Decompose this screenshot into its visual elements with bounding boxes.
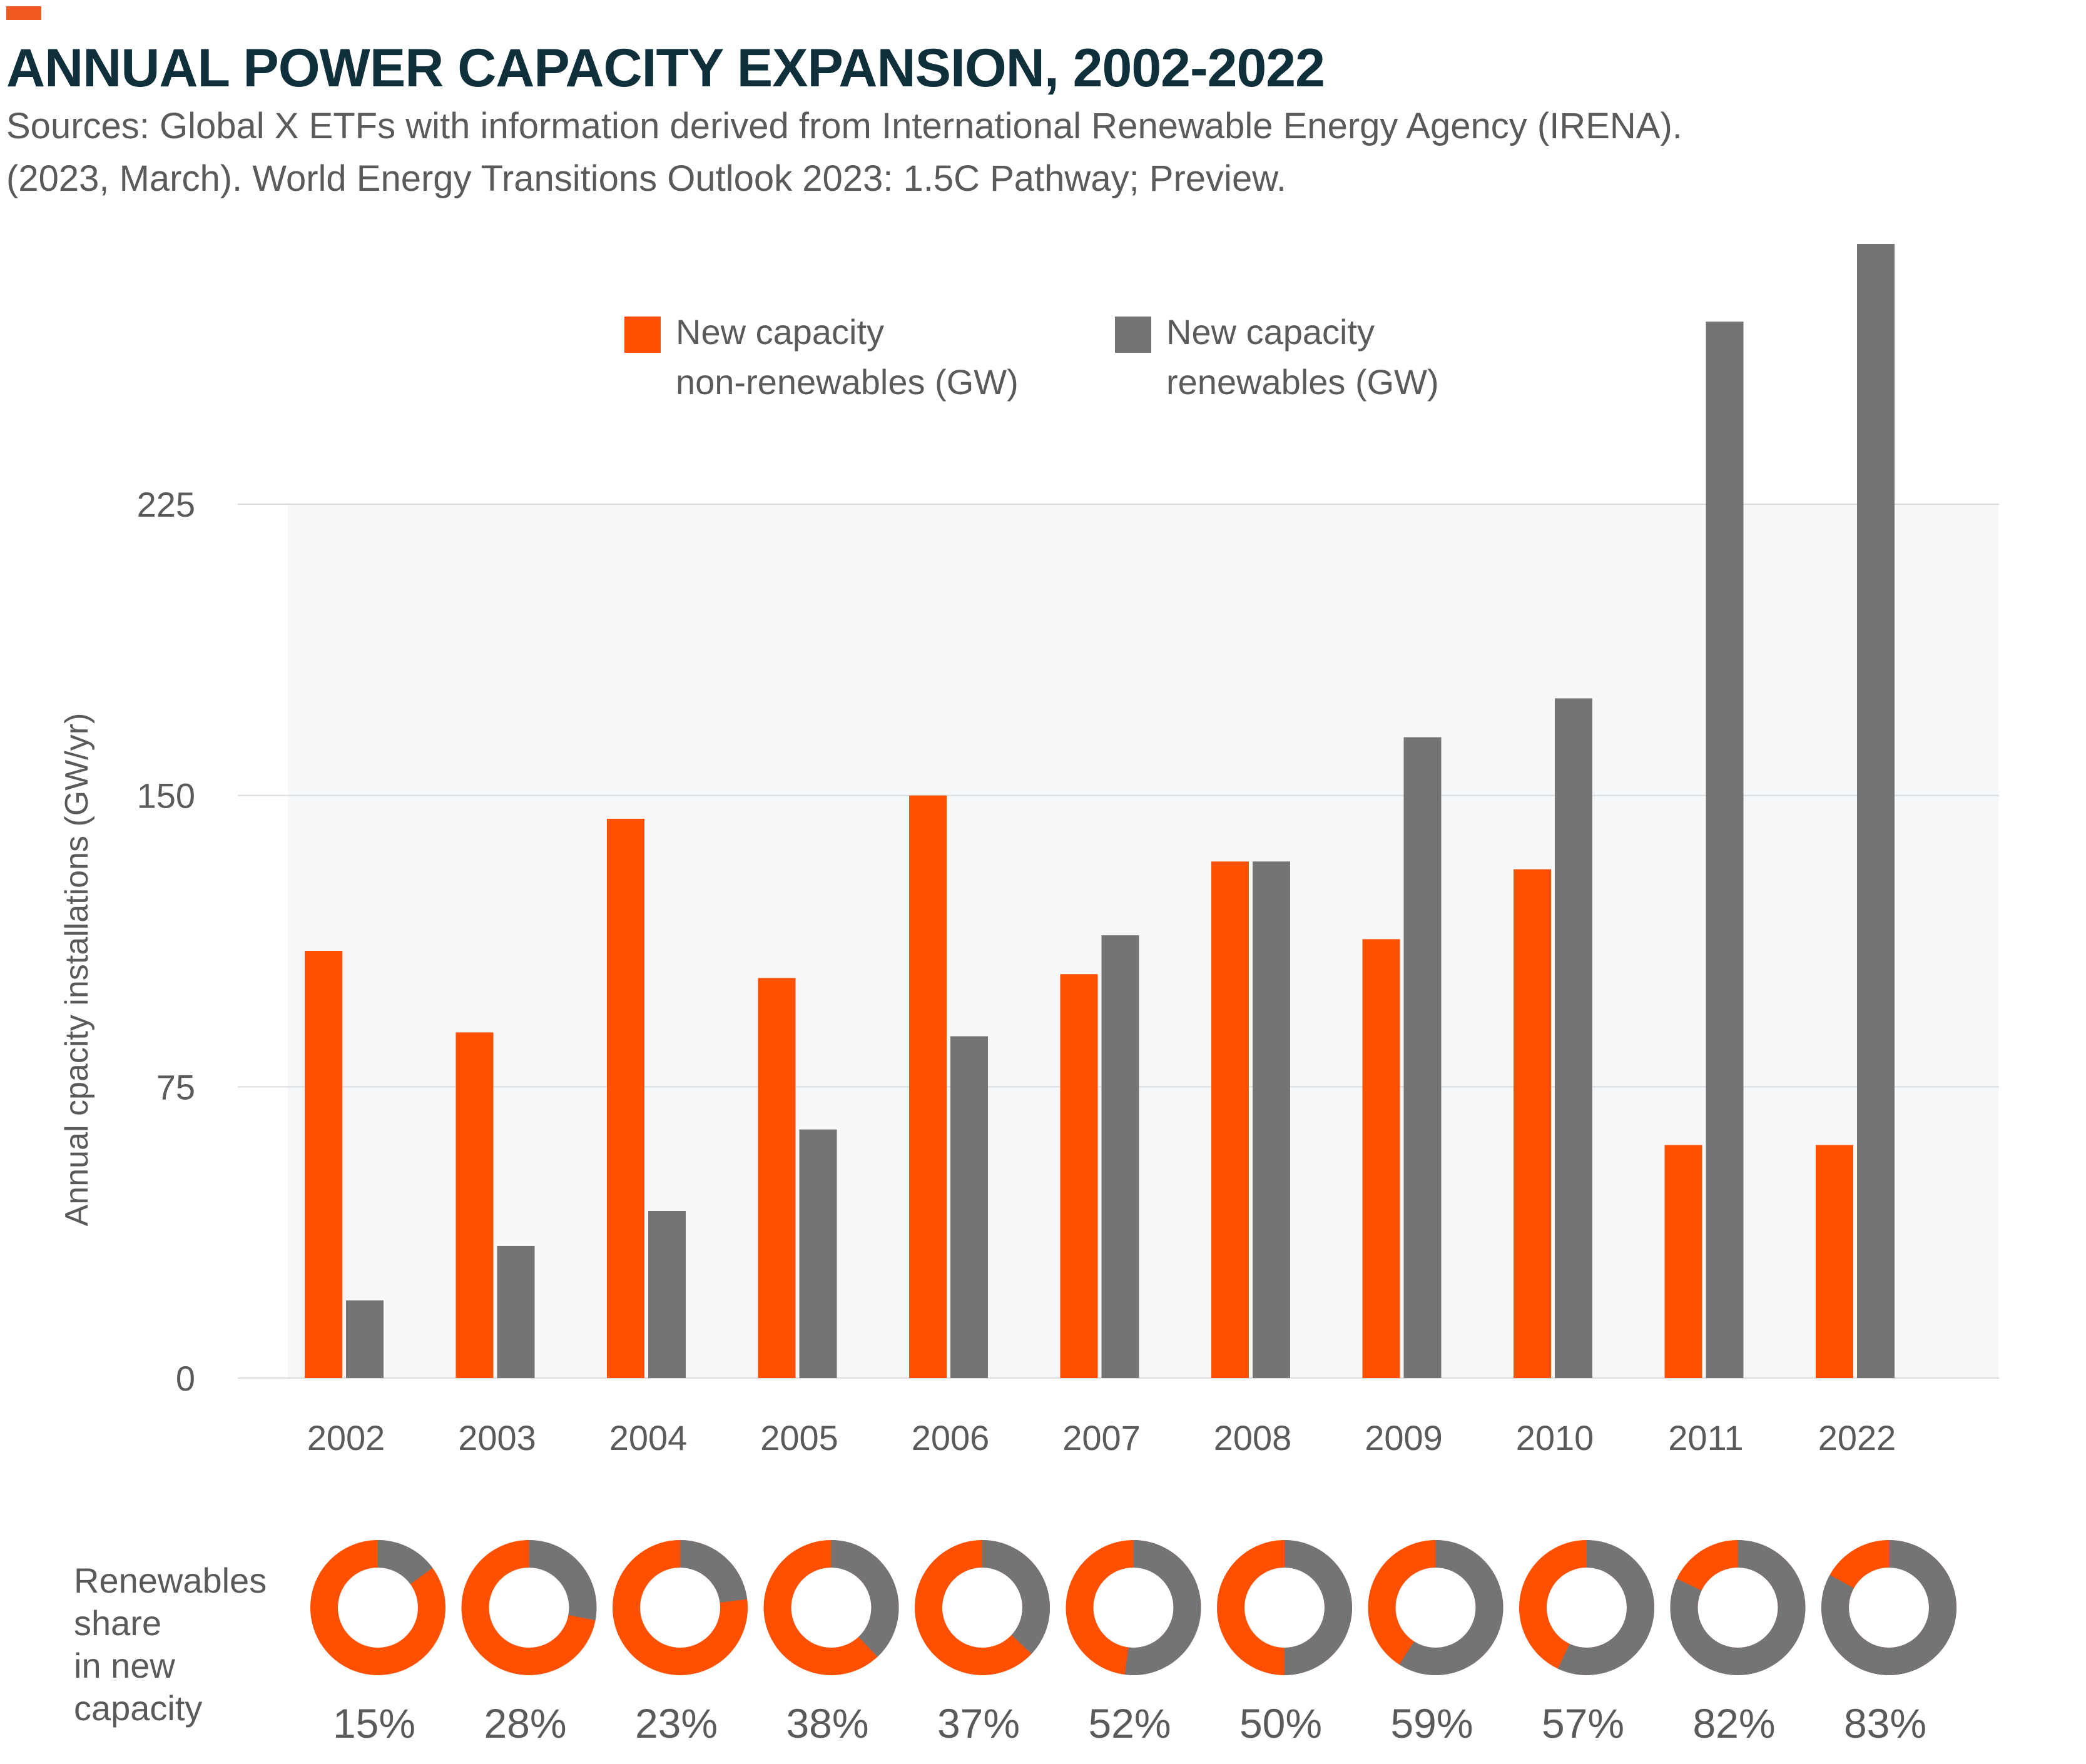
share-percent-label: 82% [1692,1700,1775,1746]
bar-renewable [1555,698,1592,1378]
legend-nonrenewables-label: New capacity [676,312,884,352]
x-tick-label: 2010 [1516,1418,1594,1457]
x-tick-label: 2008 [1214,1418,1292,1457]
legend-renewables-label: renewables (GW) [1166,362,1439,402]
donut-renewable-arc [461,1540,597,1675]
legend-renewables-swatch [1115,317,1151,353]
x-tick-label: 2007 [1062,1418,1141,1457]
share-percent-label: 28% [484,1700,566,1746]
y-axis-label: Annual cpacity installations (GW/yr) [59,713,95,1227]
x-tick-label: 2004 [609,1418,688,1457]
bar-renewable [1253,861,1290,1378]
legend-nonrenewables-swatch [624,317,661,353]
donut-renewable-arc [1217,1540,1352,1675]
donut-renewable-arc [310,1540,445,1675]
y-tick-label: 225 [137,485,195,524]
donut-renewable-arc [1519,1540,1654,1675]
bar-renewable [648,1211,686,1378]
donut-renewable-arc [1066,1540,1201,1675]
share-percent-label: 52% [1088,1700,1171,1746]
x-tick-label: 2002 [307,1418,385,1457]
bar-nonrenewable [455,1032,494,1378]
share-label: share [74,1603,161,1643]
share-percent-label: 83% [1844,1700,1926,1746]
bar-renewable [1101,935,1139,1378]
share-percent-label: 37% [937,1700,1020,1746]
sources-line-1: Sources: Global X ETFs with information … [6,106,1682,146]
x-tick-label: 2005 [760,1418,838,1457]
x-tick-label: 2022 [1818,1418,1896,1457]
donut-renewable-arc [915,1540,1050,1675]
donut-renewable-arc [613,1540,748,1675]
bar-nonrenewable [305,951,342,1378]
bar-nonrenewable [1362,939,1400,1378]
x-tick-label: 2009 [1365,1418,1443,1457]
bar-nonrenewable [1211,861,1249,1378]
share-percent-label: 15% [333,1700,415,1746]
bar-nonrenewable [758,978,796,1378]
x-tick-label: 2011 [1668,1418,1743,1457]
bar-nonrenewable [1816,1145,1853,1378]
share-percent-label: 23% [635,1700,718,1746]
chart-title: ANNUAL POWER CAPACITY EXPANSION, 2002-20… [6,38,1325,98]
share-percent-label: 59% [1390,1700,1473,1746]
share-label: Renewables [74,1561,267,1600]
bar-renewable [1706,322,1744,1378]
chart-sources: Sources: Global X ETFs with information … [6,100,1883,205]
share-percent-label: 57% [1542,1700,1624,1746]
bar-renewable [497,1245,535,1378]
y-tick-label: 150 [137,776,195,816]
donut-renewable-arc [1670,1540,1806,1675]
donut-renewable-arc [1368,1540,1503,1675]
share-label: in new [74,1646,175,1685]
bar-renewable [950,1036,988,1378]
y-tick-label: 0 [176,1359,195,1398]
share-percent-label: 50% [1239,1700,1322,1746]
x-tick-label: 2006 [912,1418,990,1457]
bar-renewable [1857,244,1895,1379]
bar-renewable [346,1300,384,1378]
bar-nonrenewable [1060,974,1098,1378]
share-percent-label: 38% [786,1700,868,1746]
bar-renewable [799,1129,837,1378]
bar-nonrenewable [607,818,644,1378]
x-tick-label: 2003 [458,1418,536,1457]
legend-renewables-label: New capacity [1166,312,1375,352]
legend-nonrenewables-label: non-renewables (GW) [676,362,1019,402]
y-tick-label: 75 [156,1067,195,1107]
donut-renewable-arc [1821,1540,1956,1675]
donut-renewable-arc [763,1540,899,1675]
share-label: capacity [74,1688,202,1728]
sources-line-2: (2023, March). World Energy Transitions … [6,158,1287,199]
bar-renewable [1403,737,1442,1378]
bar-nonrenewable [1514,869,1551,1378]
bar-nonrenewable [1664,1145,1702,1378]
accent-bar [6,6,41,20]
bar-nonrenewable [909,795,947,1378]
